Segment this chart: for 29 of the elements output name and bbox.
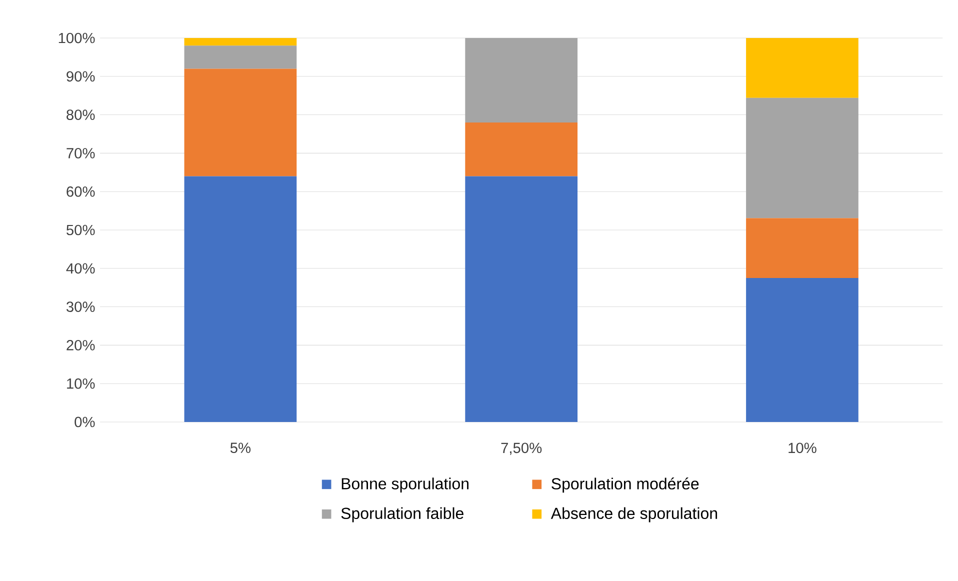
bar	[746, 98, 858, 218]
x-tick-label: 10%	[788, 442, 816, 454]
bar	[184, 176, 297, 422]
y-tick-label: 30%	[66, 302, 95, 312]
x-tick-label: 5%	[230, 442, 251, 454]
legend-label: Bonne sporulation	[342, 478, 468, 493]
y-tick-label: 10%	[67, 378, 95, 389]
y-tick-label: 90%	[66, 71, 95, 82]
bar	[465, 38, 578, 122]
bar	[465, 122, 578, 176]
legend-label: Sporulation faible	[341, 507, 464, 522]
legend-label: Absence de sporulation	[550, 507, 718, 522]
bar	[746, 218, 858, 278]
bar	[465, 176, 578, 422]
y-tick-label: 0%	[74, 416, 95, 428]
bar	[184, 68, 297, 176]
x-tick-label: 7,50%	[501, 442, 542, 455]
y-tick-label: 60%	[66, 186, 95, 197]
y-tick-label: 100%	[58, 32, 95, 44]
legend-label: Sporulation modérée	[552, 478, 699, 493]
bar	[746, 278, 858, 422]
y-tick-label: 50%	[66, 224, 95, 236]
bar	[184, 46, 297, 69]
y-tick-label: 70%	[66, 148, 95, 158]
y-tick-label: 40%	[66, 263, 95, 274]
y-tick-label: 80%	[66, 110, 95, 120]
bar	[746, 38, 858, 98]
bar	[184, 38, 297, 46]
y-tick-label: 20%	[66, 340, 95, 350]
